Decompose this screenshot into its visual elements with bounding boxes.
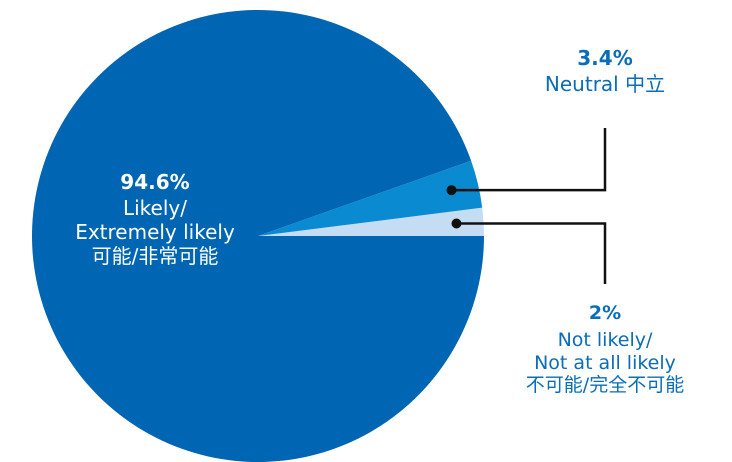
pie-slice-likely [32, 10, 484, 462]
leader-lines [446, 128, 607, 284]
slice-label-neutral: 3.4% Neutral 中立 [520, 46, 690, 96]
leader-line-unlikely [456, 222, 607, 284]
slice-label-unlikely: 2% Not likely/ Not at all likely 不可能/完全不… [480, 302, 730, 397]
category-label-likely-zh: 可能/非常可能 [91, 244, 219, 268]
percent-label-unlikely: 2% [588, 302, 622, 324]
pie-slice-unlikely [258, 207, 484, 236]
percent-label-likely: 94.6% [120, 170, 190, 194]
percent-label-neutral: 3.4% [577, 46, 633, 70]
category-label-likely-en-1: Likely/ [122, 196, 187, 220]
slice-label-likely: 94.6% Likely/ Extremely likely 可能/非常可能 [40, 170, 270, 268]
pie-slices [32, 10, 484, 462]
category-label-neutral: Neutral 中立 [544, 72, 666, 96]
category-label-unlikely-zh: 不可能/完全不可能 [525, 374, 685, 397]
category-label-unlikely-en-2: Not at all likely [534, 351, 676, 374]
pie-slice-neutral [258, 160, 483, 236]
category-label-unlikely-en-1: Not likely/ [557, 328, 653, 351]
category-label-likely-en-2: Extremely likely [75, 220, 235, 244]
leader-line-neutral [451, 128, 607, 192]
